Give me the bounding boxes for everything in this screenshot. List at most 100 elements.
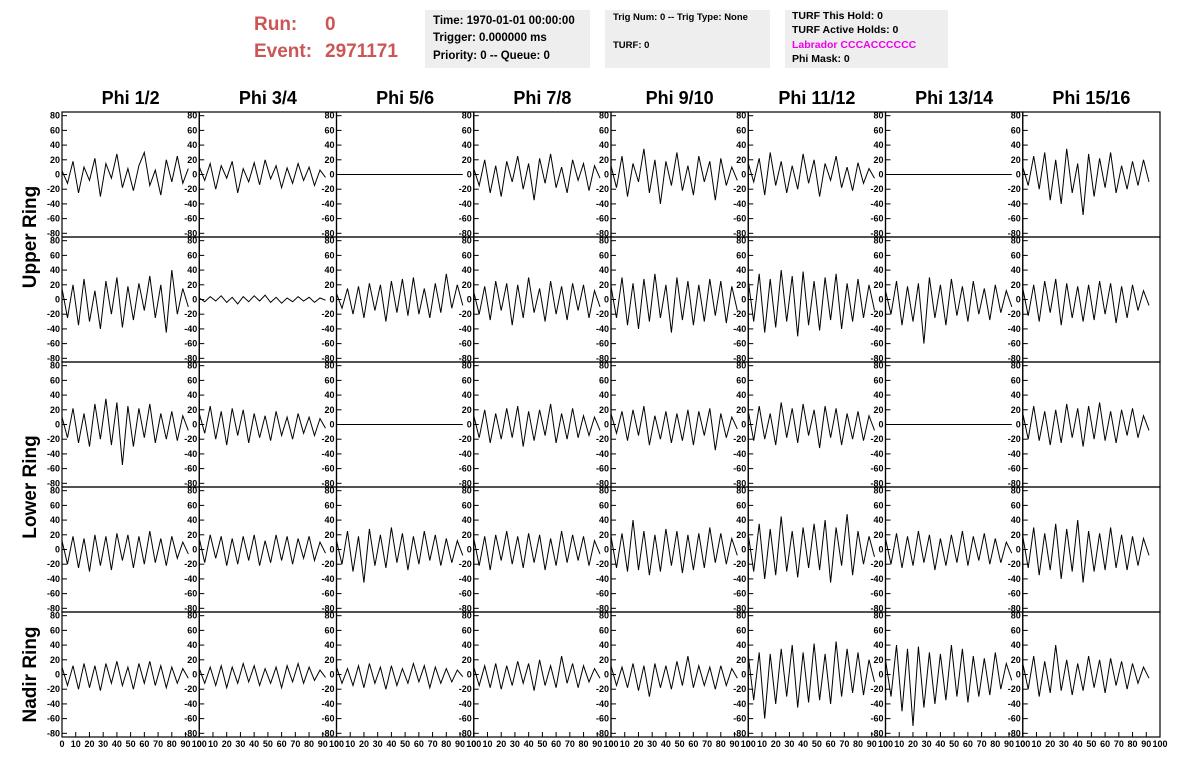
y-tick-label: 60: [187, 250, 197, 260]
waveform: [885, 277, 1013, 344]
x-tick-label: 20: [496, 739, 506, 749]
y-tick-label: -40: [321, 699, 334, 709]
y-tick-label: -20: [184, 684, 197, 694]
y-tick-label: -40: [733, 449, 746, 459]
y-tick-label: 80: [1011, 111, 1021, 121]
y-tick-label: -60: [47, 464, 60, 474]
y-tick-label: 20: [1011, 405, 1021, 415]
waveform: [610, 520, 738, 576]
y-tick-label: 80: [50, 486, 60, 496]
y-tick-label: 60: [462, 125, 472, 135]
y-tick-label: 40: [50, 390, 60, 400]
y-tick-label: -40: [1008, 699, 1021, 709]
y-tick-label: 60: [50, 125, 60, 135]
y-tick-label: 80: [736, 236, 746, 246]
y-tick-label: 0: [1016, 545, 1021, 555]
y-tick-label: 0: [467, 545, 472, 555]
y-tick-label: 0: [741, 295, 746, 305]
y-tick-label: -60: [1008, 214, 1021, 224]
x-tick-label: 90: [318, 739, 328, 749]
y-tick-label: 40: [873, 390, 883, 400]
y-tick-label: 0: [55, 295, 60, 305]
x-tick-label: 30: [510, 739, 520, 749]
y-tick-label: 20: [50, 655, 60, 665]
x-tick-label: 20: [633, 739, 643, 749]
y-tick-label: 80: [187, 361, 197, 371]
y-tick-label: -20: [321, 684, 334, 694]
y-tick-label: -20: [47, 184, 60, 194]
y-tick-label: -40: [733, 699, 746, 709]
x-tick-label: 80: [579, 739, 589, 749]
y-tick-label: 20: [873, 655, 883, 665]
x-tick-label: 60: [551, 739, 561, 749]
x-tick-label: 20: [771, 739, 781, 749]
y-tick-label: 40: [1011, 515, 1021, 525]
waveform: [610, 406, 738, 451]
x-tick-label: 80: [716, 739, 726, 749]
y-tick-label: -60: [733, 339, 746, 349]
event-value: 2971171: [325, 41, 398, 62]
x-tick-label: 60: [277, 739, 287, 749]
y-tick-label: 20: [736, 280, 746, 290]
y-tick-label: 60: [736, 125, 746, 135]
y-tick-label: -60: [733, 714, 746, 724]
waveform: [1022, 645, 1150, 697]
column-title: Phi 3/4: [239, 88, 297, 108]
y-tick-label: 80: [736, 486, 746, 496]
y-tick-label: 60: [50, 375, 60, 385]
x-tick-label: 40: [661, 739, 671, 749]
x-tick-label: 20: [84, 739, 94, 749]
y-tick-label: 40: [736, 390, 746, 400]
y-tick-label: -80: [596, 728, 609, 738]
y-tick-label: -40: [596, 199, 609, 209]
x-tick-label: 20: [359, 739, 369, 749]
y-tick-label: 40: [599, 640, 609, 650]
y-tick-label: 80: [873, 361, 883, 371]
y-tick-label: -80: [47, 603, 60, 613]
y-tick-label: -20: [321, 309, 334, 319]
x-tick-label: 20: [1045, 739, 1055, 749]
x-tick-label: 0: [197, 739, 202, 749]
waveform: [1022, 402, 1150, 447]
y-tick-label: 0: [192, 170, 197, 180]
y-tick-label: 40: [873, 640, 883, 650]
y-tick-label: -80: [733, 353, 746, 363]
x-tick-label: 90: [730, 739, 740, 749]
y-tick-label: -60: [47, 589, 60, 599]
waveform: [747, 152, 875, 197]
y-tick-label: 80: [1011, 486, 1021, 496]
y-tick-label: -20: [1008, 559, 1021, 569]
column-title: Phi 15/16: [1052, 88, 1130, 108]
x-tick-label: 0: [471, 739, 476, 749]
y-tick-label: 20: [187, 655, 197, 665]
y-tick-label: -60: [596, 714, 609, 724]
x-tick-label: 0: [1020, 739, 1025, 749]
y-tick-label: 40: [599, 265, 609, 275]
column-title: Phi 9/10: [646, 88, 714, 108]
y-tick-label: 40: [873, 265, 883, 275]
y-tick-label: -20: [184, 309, 197, 319]
y-tick-label: 20: [599, 405, 609, 415]
y-tick-label: -60: [321, 214, 334, 224]
x-tick-label: 50: [263, 739, 273, 749]
y-tick-label: -40: [1008, 449, 1021, 459]
panel-frame: [198, 361, 338, 488]
y-tick-label: -60: [870, 714, 883, 724]
x-tick-label: 90: [592, 739, 602, 749]
y-tick-label: -60: [733, 464, 746, 474]
y-tick-label: -20: [1008, 309, 1021, 319]
x-tick-label: 60: [688, 739, 698, 749]
y-tick-label: -60: [870, 214, 883, 224]
x-tick-label: 100: [878, 739, 893, 749]
y-tick-label: -60: [733, 589, 746, 599]
y-tick-label: 40: [324, 515, 334, 525]
y-tick-label: -80: [733, 228, 746, 238]
x-tick-label: 10: [208, 739, 218, 749]
panel-frame: [198, 611, 338, 738]
x-tick-label: 0: [59, 739, 64, 749]
y-tick-label: 20: [736, 405, 746, 415]
x-tick-label: 80: [167, 739, 177, 749]
y-tick-label: 80: [187, 486, 197, 496]
y-tick-label: 0: [741, 170, 746, 180]
